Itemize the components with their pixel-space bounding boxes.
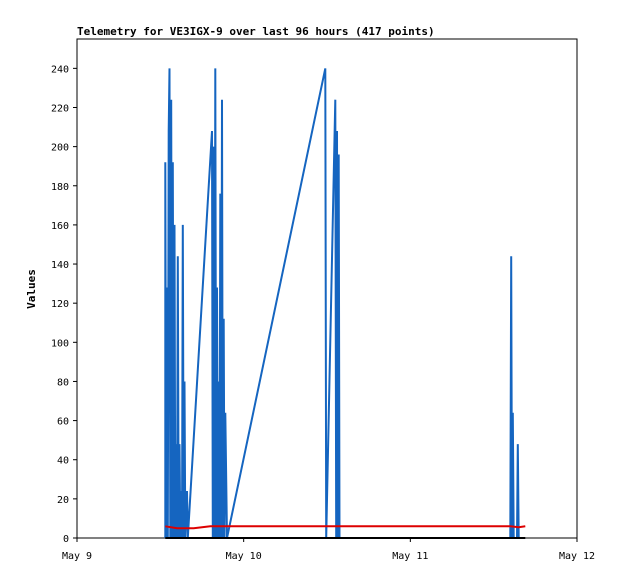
- y-tick-label: 220: [51, 103, 69, 114]
- y-axis: 0 20 40 60 80 100 120 140 160 180 200 220 240: [51, 64, 77, 545]
- y-tick-label: 40: [57, 456, 69, 467]
- y-tick-label: 0: [63, 534, 69, 545]
- y-tick-label: 160: [51, 221, 69, 232]
- y-tick-label: 140: [51, 260, 69, 271]
- y-tick-label: 120: [51, 299, 69, 310]
- series-line-2: [165, 525, 526, 530]
- y-tick-label: 80: [57, 377, 69, 388]
- y-tick-label: 100: [51, 338, 69, 349]
- y-axis-label: Values: [25, 269, 38, 309]
- chart-title: Telemetry for VE3IGX-9 over last 96 hour…: [77, 25, 435, 38]
- y-tick-label: 20: [57, 495, 69, 506]
- x-tick-label: May 12: [559, 551, 595, 562]
- y-tick-label: 240: [51, 64, 69, 75]
- series-line-1: [164, 68, 520, 539]
- x-tick-label: May 11: [392, 551, 428, 562]
- x-tick-label: May 10: [226, 551, 262, 562]
- x-axis: May 9 May 10 May 11 May 12: [62, 538, 595, 562]
- y-tick-label: 200: [51, 143, 69, 154]
- y-tick-label: 180: [51, 182, 69, 193]
- y-tick-label: 60: [57, 417, 69, 428]
- x-tick-label: May 9: [62, 551, 92, 562]
- series-group: [164, 68, 526, 539]
